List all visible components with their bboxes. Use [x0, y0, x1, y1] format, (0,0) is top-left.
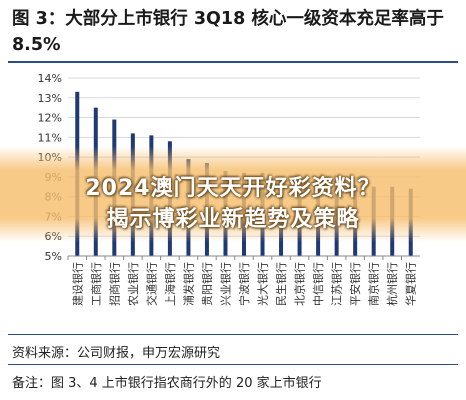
x-tick-label: 华夏银行	[404, 262, 418, 306]
overlay-headline: 2024澳门天天开好彩资料？	[85, 176, 381, 201]
source-divider	[8, 334, 458, 335]
x-axis: 建设银行 工商银行 招商银行 农业银行 交通银行 上海银行 浦发银行 贵阳银行 兴业银行 宁波银行…	[67, 255, 420, 306]
title-divider	[8, 61, 458, 63]
x-tick-label: 江苏银行	[330, 262, 344, 306]
x-tick-label: 交通银行	[144, 262, 158, 306]
x-tick-label: 南京银行	[367, 262, 381, 306]
x-tick-label: 杭州银行	[385, 262, 399, 306]
y-tick-label: 5%	[45, 250, 62, 263]
x-tick-label: 上海银行	[163, 262, 177, 306]
y-tick-label: 12%	[38, 112, 62, 125]
y-tick-label: 11%	[38, 131, 62, 144]
x-tick-label: 招商银行	[107, 262, 121, 306]
x-tick-label: 工商银行	[89, 262, 103, 306]
x-tick-label: 建设银行	[70, 262, 84, 306]
x-tick-label: 光大银行	[256, 262, 270, 306]
source-text: 资料来源：公司财报，申万宏源研究	[12, 346, 221, 361]
x-tick-label: 浦发银行	[181, 262, 195, 306]
y-tick-label: 13%	[38, 92, 62, 105]
x-tick-label: 北京银行	[293, 262, 307, 306]
note-divider	[8, 364, 458, 365]
x-tick-label: 民生银行	[274, 262, 288, 306]
x-tick-label: 农业银行	[126, 262, 140, 306]
promo-overlay	[0, 146, 466, 242]
x-tick-label: 宁波银行	[237, 262, 251, 306]
x-tick-label: 中信银行	[311, 262, 325, 306]
note-text: 备注：图 3、4 上市银行指农商行外的 20 家上市银行	[12, 376, 322, 391]
x-tick-label: 平安银行	[348, 262, 362, 306]
x-tick-label: 贵阳银行	[200, 262, 214, 306]
chart-title: 图 3：大部分上市银行 3Q18 核心一级资本充足率高于 8.5%	[12, 9, 444, 55]
y-tick-label: 14%	[38, 72, 62, 85]
x-tick-label: 兴业银行	[218, 262, 232, 306]
overlay-subheadline: 揭示博彩业新趋势及策略	[106, 207, 360, 232]
